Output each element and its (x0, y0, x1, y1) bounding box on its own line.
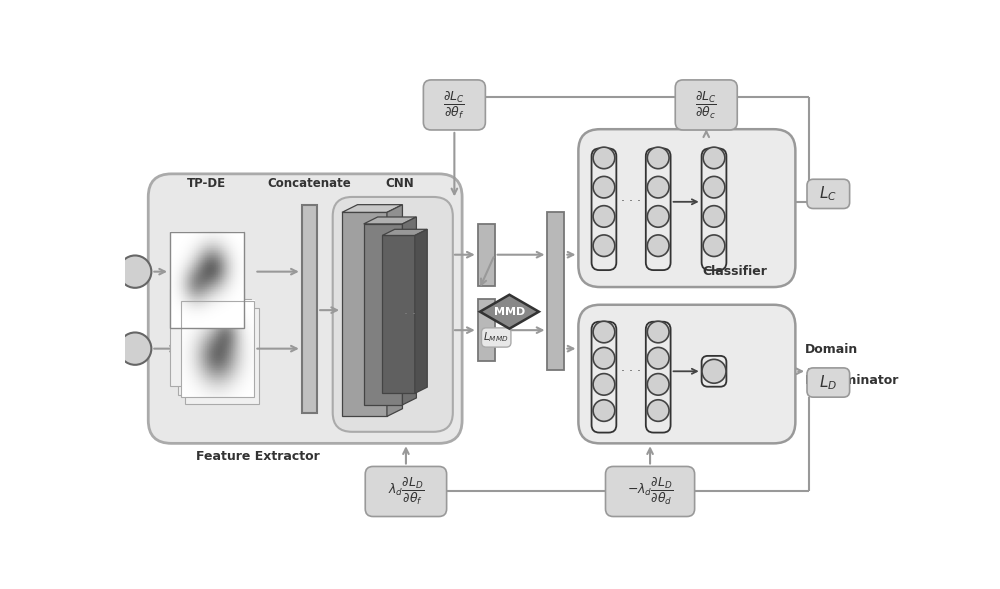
Text: MMD: MMD (494, 307, 525, 317)
Circle shape (119, 332, 151, 365)
FancyBboxPatch shape (365, 466, 447, 517)
Bar (170, 289, 244, 386)
Circle shape (593, 235, 615, 256)
FancyBboxPatch shape (578, 129, 795, 287)
Bar (178, 299, 251, 395)
Text: TP-DE: TP-DE (187, 177, 226, 190)
Text: $-\lambda_d \dfrac{\partial L_D}{\partial \theta_d}$: $-\lambda_d \dfrac{\partial L_D}{\partia… (627, 477, 673, 507)
Text: $L_C$: $L_C$ (819, 184, 837, 203)
Text: Domain: Domain (805, 343, 858, 356)
Text: Concatenate: Concatenate (268, 177, 351, 190)
Text: Feature Extractor: Feature Extractor (196, 449, 320, 462)
Circle shape (647, 373, 669, 395)
FancyBboxPatch shape (807, 179, 850, 209)
Polygon shape (415, 229, 427, 393)
Bar (382, 236, 415, 393)
Bar (547, 213, 564, 370)
Polygon shape (480, 294, 539, 329)
Circle shape (647, 147, 669, 168)
FancyBboxPatch shape (807, 368, 850, 397)
FancyBboxPatch shape (423, 80, 485, 130)
FancyBboxPatch shape (606, 466, 695, 517)
Circle shape (593, 321, 615, 343)
Circle shape (647, 400, 669, 421)
Circle shape (593, 348, 615, 369)
FancyBboxPatch shape (333, 197, 453, 432)
Circle shape (647, 348, 669, 369)
FancyBboxPatch shape (482, 328, 511, 347)
Text: Discriminator: Discriminator (805, 375, 899, 388)
Text: T: T (131, 342, 139, 355)
Circle shape (593, 373, 615, 395)
Text: Classifier: Classifier (702, 265, 767, 278)
Circle shape (119, 256, 151, 288)
Text: · · ·: · · · (621, 196, 641, 209)
Circle shape (593, 176, 615, 198)
Circle shape (703, 206, 725, 227)
Text: CNN: CNN (386, 177, 415, 190)
Bar (185, 308, 259, 404)
Circle shape (593, 206, 615, 227)
Text: $\dfrac{\partial L_C}{\partial \theta_c}$: $\dfrac{\partial L_C}{\partial \theta_c}… (695, 90, 717, 121)
Bar (170, 231, 244, 328)
FancyBboxPatch shape (675, 80, 737, 130)
Circle shape (703, 176, 725, 198)
Bar (302, 204, 317, 412)
Polygon shape (387, 204, 402, 416)
Circle shape (647, 206, 669, 227)
Bar (478, 299, 495, 361)
Circle shape (593, 147, 615, 168)
Bar (342, 213, 387, 416)
Bar (478, 224, 495, 286)
Polygon shape (382, 229, 427, 236)
Text: $L_D$: $L_D$ (819, 373, 837, 392)
Polygon shape (342, 204, 402, 213)
FancyBboxPatch shape (578, 305, 795, 444)
Text: $\lambda_d \dfrac{\partial L_D}{\partial \theta_f}$: $\lambda_d \dfrac{\partial L_D}{\partial… (388, 477, 424, 507)
Circle shape (593, 400, 615, 421)
Text: $\dfrac{\partial L_C}{\partial \theta_f}$: $\dfrac{\partial L_C}{\partial \theta_f}… (443, 90, 465, 121)
FancyBboxPatch shape (148, 174, 462, 444)
Text: · · ·: · · · (621, 365, 641, 378)
Polygon shape (364, 217, 416, 224)
Bar (181, 301, 254, 397)
Text: · ·: · · (404, 308, 416, 321)
Bar (364, 224, 402, 405)
Text: $L_{MMD}$: $L_{MMD}$ (483, 330, 509, 345)
Circle shape (702, 359, 726, 383)
Circle shape (647, 176, 669, 198)
Circle shape (703, 235, 725, 256)
Circle shape (703, 147, 725, 168)
Polygon shape (402, 217, 416, 405)
Circle shape (647, 321, 669, 343)
Text: S: S (131, 265, 140, 278)
Circle shape (647, 235, 669, 256)
